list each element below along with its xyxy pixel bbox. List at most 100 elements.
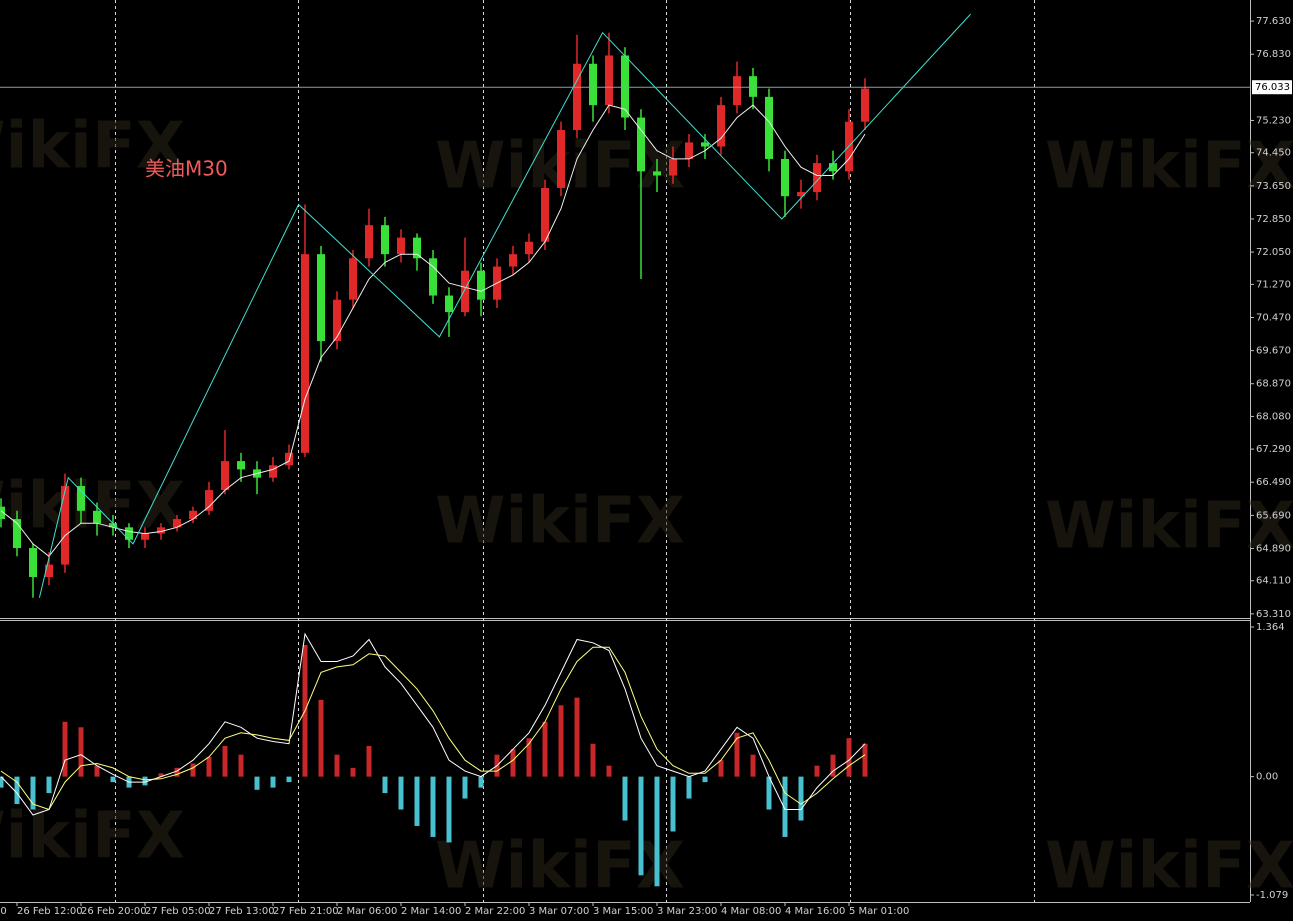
histogram-bar [334, 754, 340, 777]
candles [0, 32, 869, 598]
candle-body [45, 564, 53, 578]
candle-body [477, 270, 485, 300]
y-tick-label: 73.650 [1256, 181, 1291, 192]
x-tick-label: 26 Feb 12:00 [17, 906, 83, 917]
x-tick-label: 2 Mar 22:00 [465, 906, 525, 917]
candle-body [221, 461, 229, 491]
histogram-bar [382, 776, 388, 794]
candle-body [461, 270, 469, 313]
x-tick-label: 3 Mar 23:00 [657, 906, 717, 917]
y-tick-label: 67.290 [1256, 444, 1291, 455]
histogram-bar [862, 743, 868, 777]
histogram-bar [654, 776, 660, 887]
candle-body [317, 254, 325, 342]
histogram-bar [446, 776, 452, 843]
candle-body [557, 129, 565, 188]
watermark: WikiFX [1045, 130, 1293, 204]
histogram-bar [574, 697, 580, 777]
y-tick-label: 68.870 [1256, 379, 1291, 390]
histogram-bar [190, 763, 196, 777]
candle-body [749, 76, 757, 97]
candle-body [77, 485, 85, 511]
histogram-bar [0, 776, 4, 788]
candle-body [61, 485, 69, 565]
histogram-bar [478, 776, 484, 788]
histogram-bar [510, 749, 516, 777]
histogram-bar [542, 721, 548, 777]
candle-body [589, 63, 597, 106]
candle-body [717, 105, 725, 147]
x-tick-label: 3 Mar 15:00 [593, 906, 653, 917]
candle-body [765, 96, 773, 159]
histogram-bar [702, 776, 708, 783]
watermark: WikiFX [435, 485, 685, 559]
x-tick-label: 27 Feb 05:00 [145, 906, 211, 917]
histogram-bar [686, 776, 692, 799]
y-tick-label: 64.110 [1256, 576, 1291, 587]
histogram-bar [206, 756, 212, 777]
histogram-bar [94, 765, 100, 777]
y-tick-label: 71.270 [1256, 279, 1291, 290]
histogram-bar [174, 767, 180, 777]
histogram-bar [14, 776, 20, 805]
current-price-box [1252, 80, 1292, 95]
y-tick-label: 65.690 [1256, 510, 1291, 521]
y-tick-label: 0.00 [1256, 772, 1278, 783]
candle-body [269, 465, 277, 478]
histogram-bar [462, 776, 468, 799]
candle-body [205, 490, 213, 511]
candle-body [829, 163, 837, 172]
histogram-bar [46, 776, 52, 794]
candle-body [621, 55, 629, 118]
moving-average [0, 104, 866, 558]
x-tick-label: 27 Feb 21:00 [273, 906, 339, 917]
candle-body [685, 142, 693, 159]
candle-body [365, 225, 373, 259]
histogram-bar [606, 765, 612, 777]
candle-body [701, 142, 709, 147]
candle-body [653, 171, 661, 176]
watermark: WikiFX [0, 470, 185, 544]
x-tick-label: 3 Mar 07:00 [529, 906, 589, 917]
histogram-bar [814, 765, 820, 777]
y-tick-label: 66.490 [1256, 477, 1291, 488]
y-tick-label: 69.670 [1256, 346, 1291, 357]
histogram-bar [366, 745, 372, 777]
candle-body [157, 527, 165, 534]
watermark: WikiFX [1045, 830, 1293, 904]
histogram-bar [78, 727, 84, 777]
histogram-bar [110, 776, 116, 783]
macd-line [0, 632, 866, 816]
histogram-bar [798, 776, 804, 821]
y-tick-label: 72.850 [1256, 214, 1291, 225]
histogram-bar [30, 776, 36, 810]
histogram-bar [142, 776, 148, 786]
y-tick-label: -1.079 [1256, 890, 1288, 901]
y-tick-label: 77.630 [1256, 16, 1291, 27]
histogram-bar [718, 760, 724, 777]
candle-body [237, 461, 245, 470]
histogram-bar [222, 745, 228, 777]
candle-body [413, 237, 421, 259]
y-tick-label: 68.080 [1256, 411, 1291, 422]
y-tick-label: 74.450 [1256, 148, 1291, 159]
histogram-bar [158, 773, 164, 777]
candle-body [509, 254, 517, 267]
histogram-bar [750, 754, 756, 777]
candle-body [525, 241, 533, 255]
watermark: WikiFX [0, 800, 185, 874]
y-tick-label: 76.830 [1256, 49, 1291, 60]
candle-body [349, 258, 357, 300]
frame [0, 0, 1251, 903]
histogram-bar [766, 776, 772, 810]
histogram-bar [414, 776, 420, 826]
candle-body [0, 506, 5, 520]
watermark: WikiFX [1045, 490, 1293, 564]
candle-body [637, 117, 645, 172]
candle-body [189, 510, 197, 520]
x-tick-label: 00 [0, 906, 7, 917]
x-tick-label: 2 Mar 06:00 [337, 906, 397, 917]
y-tick-label: 75.230 [1256, 115, 1291, 126]
